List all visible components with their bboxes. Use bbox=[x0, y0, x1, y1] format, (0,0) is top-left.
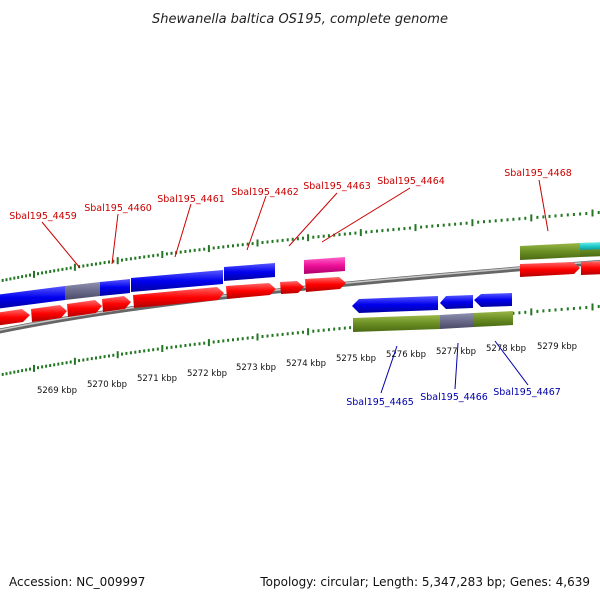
cds-arrow[interactable] bbox=[305, 277, 346, 292]
cds-feature[interactable] bbox=[580, 242, 600, 250]
gene-label-sbal195-4466[interactable]: Sbal195_4466 bbox=[420, 392, 488, 403]
cds-feature[interactable] bbox=[520, 243, 580, 260]
kbp-tick-label: 5269 kbp bbox=[37, 386, 77, 396]
cds-arrow[interactable] bbox=[280, 281, 304, 294]
accession-text: Accession: NC_009997 bbox=[9, 575, 145, 589]
kbp-tick-labels: 5269 kbp 5270 kbp 5271 kbp 5272 kbp 5273… bbox=[37, 342, 577, 396]
cds-feature[interactable] bbox=[224, 263, 275, 281]
forward-gene-callouts: Sbal195_4459 Sbal195_4460 Sbal195_4461 S… bbox=[9, 168, 572, 269]
topology-text: Topology: circular; Length: 5,347,283 bp… bbox=[259, 575, 590, 589]
forward-strand-track-upper bbox=[0, 242, 600, 309]
kbp-tick-label: 5278 kbp bbox=[486, 344, 526, 354]
map-title: Shewanella baltica OS195, complete genom… bbox=[152, 12, 448, 27]
gene-label-sbal195-4463[interactable]: Sbal195_4463 bbox=[303, 181, 371, 192]
forward-strand-track-lower bbox=[0, 261, 600, 326]
kbp-tick-label: 5274 kbp bbox=[286, 359, 326, 369]
kbp-tick-label: 5277 kbp bbox=[436, 347, 476, 357]
cds-arrow[interactable] bbox=[226, 283, 276, 299]
cds-feature[interactable] bbox=[0, 286, 65, 309]
cds-arrow[interactable] bbox=[474, 293, 512, 307]
cds-arrow[interactable] bbox=[440, 295, 473, 309]
callout-line bbox=[494, 340, 529, 386]
callout-line bbox=[538, 179, 549, 232]
gene-label-sbal195-4465[interactable]: Sbal195_4465 bbox=[346, 397, 414, 408]
reverse-gene-callouts: Sbal195_4465 Sbal195_4466 Sbal195_4467 bbox=[346, 340, 561, 408]
cds-arrow[interactable] bbox=[31, 305, 67, 322]
cds-arrow[interactable] bbox=[352, 296, 438, 313]
gene-label-sbal195-4464[interactable]: Sbal195_4464 bbox=[377, 176, 445, 187]
callout-line bbox=[288, 192, 338, 247]
callout-line bbox=[174, 203, 192, 258]
cds-feature[interactable] bbox=[65, 282, 100, 300]
cds-feature[interactable] bbox=[474, 311, 513, 327]
kbp-tick-label: 5276 kbp bbox=[386, 350, 426, 360]
kbp-tick-label: 5279 kbp bbox=[537, 342, 577, 352]
upper-tick-ring bbox=[1, 209, 600, 282]
gene-label-sbal195-4460[interactable]: Sbal195_4460 bbox=[84, 203, 152, 214]
cds-feature[interactable] bbox=[304, 257, 345, 274]
callout-line bbox=[321, 187, 411, 243]
kbp-tick-label: 5275 kbp bbox=[336, 354, 376, 364]
cds-arrow[interactable] bbox=[0, 309, 30, 326]
kbp-tick-label: 5270 kbp bbox=[87, 380, 127, 390]
cds-feature[interactable] bbox=[100, 279, 130, 296]
gene-label-sbal195-4467[interactable]: Sbal195_4467 bbox=[493, 387, 561, 398]
kbp-tick-label: 5271 kbp bbox=[137, 374, 177, 384]
gene-label-sbal195-4462[interactable]: Sbal195_4462 bbox=[231, 187, 299, 198]
callout-line bbox=[454, 342, 459, 390]
gene-label-sbal195-4459[interactable]: Sbal195_4459 bbox=[9, 211, 77, 222]
cds-feature[interactable] bbox=[131, 270, 223, 292]
kbp-tick-label: 5273 kbp bbox=[236, 363, 276, 373]
reverse-strand-track bbox=[352, 293, 513, 332]
gene-label-sbal195-4468[interactable]: Sbal195_4468 bbox=[504, 168, 572, 179]
cds-arrow[interactable] bbox=[102, 296, 131, 312]
cds-arrow[interactable] bbox=[520, 262, 580, 277]
callout-line bbox=[111, 213, 119, 265]
cds-feature[interactable] bbox=[440, 313, 474, 329]
cds-feature[interactable] bbox=[353, 315, 440, 332]
cds-arrow[interactable] bbox=[133, 287, 224, 308]
cds-arrow[interactable] bbox=[581, 261, 600, 275]
kbp-tick-label: 5272 kbp bbox=[187, 369, 227, 379]
callout-line bbox=[380, 345, 398, 394]
callout-line bbox=[41, 221, 81, 269]
cds-arrow[interactable] bbox=[67, 300, 102, 317]
gene-label-sbal195-4461[interactable]: Sbal195_4461 bbox=[157, 194, 225, 205]
callout-line bbox=[246, 195, 267, 251]
